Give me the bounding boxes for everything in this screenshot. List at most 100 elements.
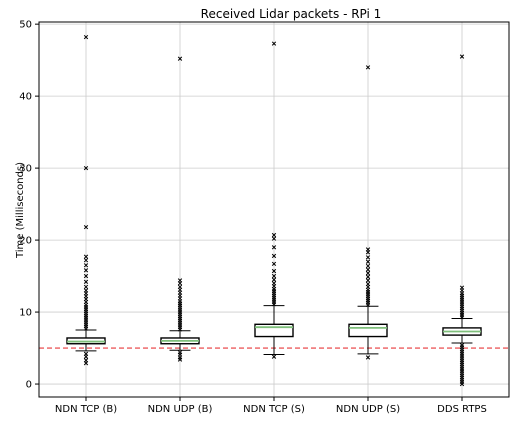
outlier-point: [83, 224, 89, 230]
outlier-stroke: [83, 268, 89, 273]
outlier-stroke: [177, 350, 183, 355]
x-tick-label: NDN TCP (S): [243, 404, 305, 415]
outlier-point: [83, 165, 89, 171]
outlier-point: [271, 41, 277, 46]
outlier-stroke: [271, 277, 277, 282]
outlier-stroke: [365, 274, 371, 279]
y-tick-label: 10: [19, 308, 32, 319]
outlier-point: [83, 34, 89, 40]
outlier-point: [365, 259, 371, 264]
outlier-point: [177, 350, 183, 355]
outlier-stroke: [271, 261, 277, 266]
outlier-stroke: [271, 273, 277, 279]
y-tick-label: 30: [19, 164, 32, 175]
outlier-stroke: [365, 281, 371, 287]
outlier-stroke: [83, 358, 89, 363]
x-tick-label: NDN UDP (B): [148, 404, 213, 415]
outlier-point: [83, 358, 89, 363]
y-tick-label: 50: [19, 20, 32, 31]
outlier-point: [271, 232, 277, 238]
outlier-stroke: [83, 279, 89, 284]
outlier-point: [83, 258, 89, 263]
box-group: [160, 56, 200, 362]
outlier-point: [459, 54, 465, 59]
outlier-stroke: [83, 288, 89, 293]
outlier-point: [271, 245, 277, 250]
outlier-stroke: [271, 232, 277, 238]
outlier-point: [271, 236, 277, 241]
outlier-point: [271, 268, 277, 274]
outlier-stroke: [177, 278, 183, 283]
outlier-point: [83, 268, 89, 273]
boxes-layer: [66, 34, 482, 387]
outlier-stroke: [365, 259, 371, 264]
outlier-point: [271, 253, 277, 259]
outlier-stroke: [365, 65, 371, 70]
outlier-stroke: [271, 354, 277, 359]
outlier-stroke: [365, 255, 371, 260]
outlier-stroke: [271, 245, 277, 250]
outlier-point: [177, 278, 183, 283]
outlier-point: [271, 273, 277, 279]
outlier-point: [271, 281, 277, 286]
outlier-point: [271, 277, 277, 282]
outlier-stroke: [83, 263, 89, 268]
outlier-stroke: [83, 254, 89, 259]
outlier-stroke: [83, 351, 89, 356]
outlier-point: [83, 263, 89, 268]
outlier-stroke: [83, 284, 89, 290]
box-iqr: [348, 323, 388, 338]
outlier-point: [271, 354, 277, 359]
outlier-point: [365, 255, 371, 260]
outlier-stroke: [365, 271, 371, 276]
outlier-stroke: [271, 41, 277, 46]
outlier-stroke: [271, 253, 277, 259]
chart-title: Received Lidar packets - RPi 1: [201, 7, 382, 21]
outlier-point: [83, 288, 89, 293]
outlier-stroke: [271, 236, 277, 241]
outlier-stroke: [365, 267, 371, 272]
outlier-stroke: [365, 263, 371, 269]
outlier-stroke: [365, 278, 371, 283]
outlier-stroke: [177, 56, 183, 61]
outlier-point: [83, 279, 89, 284]
outlier-stroke: [271, 281, 277, 286]
box-group: [66, 34, 106, 366]
outlier-point: [365, 271, 371, 276]
outlier-stroke: [177, 284, 183, 290]
outlier-point: [365, 278, 371, 283]
outlier-stroke: [365, 355, 371, 360]
outlier-point: [83, 284, 89, 290]
y-axis: 0 10 20 30 40 50: [19, 20, 39, 391]
outlier-stroke: [83, 258, 89, 263]
x-axis: NDN TCP (B) NDN UDP (B) NDN TCP (S) NDN UDP…: [55, 397, 487, 415]
outlier-stroke: [459, 343, 465, 348]
outlier-stroke: [83, 165, 89, 171]
outlier-point: [365, 274, 371, 279]
outlier-point: [83, 273, 89, 279]
outlier-point: [365, 247, 371, 252]
outlier-point: [365, 65, 371, 70]
x-tick-label: NDN TCP (B): [55, 404, 117, 415]
outlier-point: [83, 351, 89, 356]
outlier-stroke: [83, 273, 89, 279]
outlier-point: [365, 355, 371, 360]
outlier-stroke: [459, 285, 465, 290]
outlier-point: [365, 267, 371, 272]
outlier-point: [459, 285, 465, 290]
y-tick-label: 40: [19, 92, 32, 103]
outlier-point: [365, 281, 371, 287]
outlier-point: [177, 56, 183, 61]
outlier-point: [271, 261, 277, 266]
box-group: [348, 65, 388, 360]
y-axis-label: Time (Milliseconds): [15, 162, 26, 259]
outlier-stroke: [365, 247, 371, 252]
box-iqr: [254, 323, 294, 338]
outlier-point: [365, 263, 371, 269]
box-group: [254, 41, 294, 359]
outlier-point: [459, 343, 465, 348]
y-tick-label: 20: [19, 236, 32, 247]
x-tick-label: NDN UDP (S): [336, 404, 400, 415]
y-tick-label: 0: [26, 380, 32, 391]
